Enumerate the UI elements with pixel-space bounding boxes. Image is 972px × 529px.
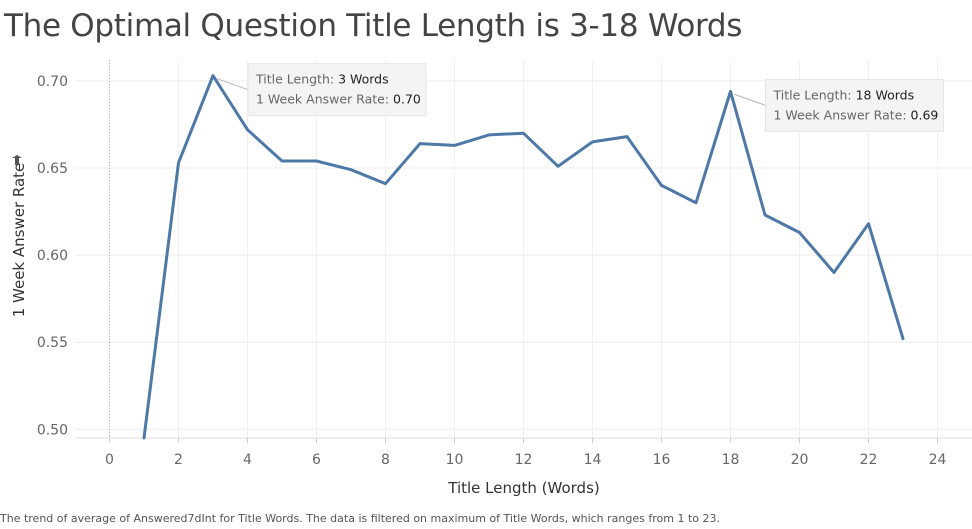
data-point[interactable] [313,157,321,165]
tooltip-label: 1 Week Answer Rate: [774,107,911,122]
y-tick-label: 0.60 [37,248,68,264]
data-point[interactable] [485,131,493,139]
x-tick-label: 16 [653,452,671,468]
tooltip-value: 0.70 [393,92,421,107]
series [140,72,907,442]
x-tick-label: 10 [446,452,464,468]
data-point[interactable] [796,228,804,236]
data-point[interactable] [761,211,769,219]
data-point[interactable] [623,133,631,141]
tooltip-line-2: 1 Week Answer Rate: 0.70 [256,92,421,107]
x-tick-label: 18 [722,452,740,468]
tooltip-value: 0.69 [911,107,939,122]
y-tick-label: 0.65 [37,161,68,177]
pin-icon[interactable] [12,155,22,165]
data-point[interactable] [382,180,390,188]
data-point[interactable] [589,138,597,146]
y-axis-title: 1 Week Answer Rate [10,163,28,318]
series-line [142,74,905,440]
data-point[interactable] [865,220,873,228]
x-tick-label: 6 [312,452,321,468]
annotations: Title Length: 3 Words 1 Week Answer Rate:… [216,63,944,132]
data-point[interactable] [244,126,252,134]
tooltip-line-1: Title Length: 18 Words [773,87,915,102]
data-point[interactable] [175,159,183,167]
data-point[interactable] [416,140,424,148]
y-tick-label: 0.70 [37,74,68,90]
tooltip-value: 18 Words [856,87,915,102]
x-axis-ticks: 0 2 4 6 8 10 12 14 16 18 20 22 24 [75,437,972,468]
chart-title: The Optimal Question Title Length is 3-1… [4,8,743,44]
x-tick-label: 2 [174,452,183,468]
data-point[interactable] [209,72,217,80]
x-tick-label: 22 [860,452,878,468]
data-point[interactable] [451,141,459,149]
x-tick-label: 24 [929,452,947,468]
chart-caption: The trend of average of Answered7dInt fo… [0,512,720,525]
grid [75,60,972,438]
data-point[interactable] [278,157,286,165]
tooltip-annotation: Title Length: 3 Words 1 Week Answer Rate:… [216,63,427,117]
tooltip-label: Title Length: [255,72,338,87]
tooltip-label: 1 Week Answer Rate: [256,92,393,107]
x-tick-label: 12 [515,452,533,468]
x-axis-title: Title Length (Words) [447,479,600,497]
tooltip-value: 3 Words [338,72,389,87]
tooltip-annotation: Title Length: 18 Words 1 Week Answer Rate… [734,78,944,132]
y-axis-ticks: 0.50 0.55 0.60 0.65 0.70 [37,74,68,438]
tooltip-line-2: 1 Week Answer Rate: 0.69 [774,107,939,122]
tooltip-line-1: Title Length: 3 Words [255,72,389,87]
tooltip-label: Title Length: [773,87,856,102]
data-point[interactable] [830,269,838,277]
data-point[interactable] [899,335,907,343]
x-tick-label: 0 [105,452,114,468]
x-tick-label: 14 [584,452,602,468]
x-tick-label: 4 [243,452,252,468]
data-point[interactable] [347,166,355,174]
y-tick-label: 0.55 [37,335,68,351]
y-tick-label: 0.50 [37,422,68,438]
data-point[interactable] [520,129,528,137]
data-point[interactable] [727,87,735,95]
data-point[interactable] [554,162,562,170]
data-point[interactable] [658,181,666,189]
x-tick-label: 20 [791,452,809,468]
data-point[interactable] [140,434,148,442]
data-point[interactable] [692,199,700,207]
x-tick-label: 8 [381,452,390,468]
